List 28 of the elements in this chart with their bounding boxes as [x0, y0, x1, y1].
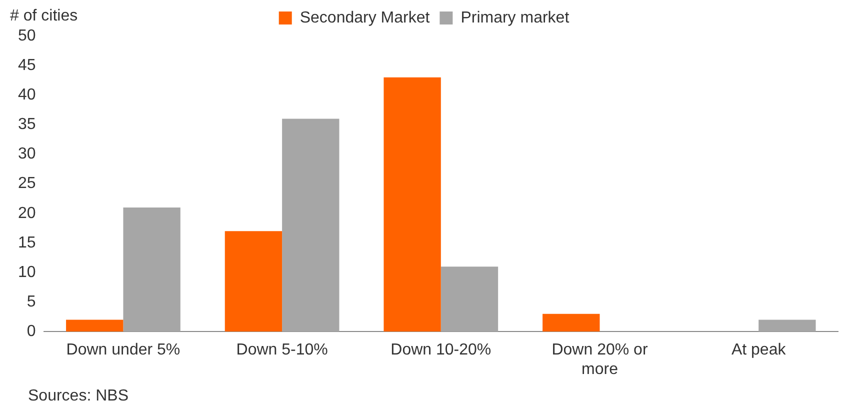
- x-tick-label: Down under 5%: [66, 342, 180, 359]
- x-tick-label: Down 20% or more: [552, 342, 648, 378]
- bar: [542, 314, 600, 332]
- y-tick-label: 15: [18, 234, 36, 252]
- bar: [282, 118, 340, 332]
- bar: [66, 320, 124, 332]
- bar: [758, 320, 816, 332]
- y-tick-label: 5: [26, 293, 36, 310]
- y-tick-label: 30: [18, 146, 36, 163]
- legend-label: Primary market: [460, 9, 570, 26]
- y-tick-label: 20: [18, 204, 36, 222]
- y-tick-label: 40: [18, 86, 36, 104]
- bar: [384, 77, 441, 332]
- y-tick-label: 25: [18, 175, 36, 192]
- y-tick-label: 35: [18, 116, 36, 134]
- y-axis-title: # of cities: [10, 7, 78, 24]
- x-tick-label: Down 5-10%: [236, 342, 328, 359]
- y-tick-label: 0: [26, 323, 36, 340]
- y-tick-label: 10: [18, 264, 36, 281]
- legend-label: Secondary Market: [300, 9, 430, 26]
- x-tick-label: Down 10-20%: [390, 342, 492, 359]
- y-tick-label: 50: [18, 27, 36, 44]
- bar: [440, 266, 498, 332]
- bar: [123, 207, 180, 332]
- x-tick-label: At peak: [731, 342, 787, 359]
- y-tick-label: 45: [18, 56, 36, 74]
- source-note: Sources: NBS: [28, 387, 128, 404]
- bar: [224, 231, 282, 332]
